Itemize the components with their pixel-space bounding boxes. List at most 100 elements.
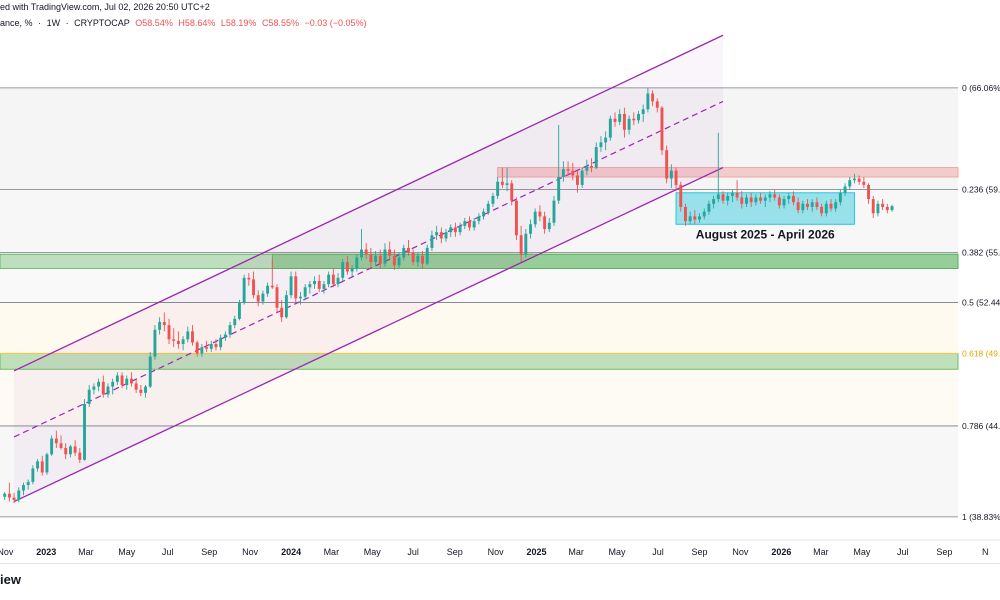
candle xyxy=(294,271,298,304)
fib-label: 0.618 (49.2 xyxy=(962,348,1000,358)
candle-body xyxy=(547,222,551,230)
candle-body xyxy=(411,252,415,263)
candle xyxy=(669,164,673,189)
candle xyxy=(660,106,664,155)
candle-body xyxy=(336,277,340,285)
candle xyxy=(181,336,185,351)
candle-body xyxy=(444,232,448,239)
candle-body xyxy=(22,485,25,491)
candle xyxy=(683,203,687,226)
candle xyxy=(604,131,608,151)
candle xyxy=(538,205,542,222)
candle xyxy=(777,194,781,209)
candle-body xyxy=(270,285,274,288)
fib-band xyxy=(0,353,958,426)
candle-body xyxy=(529,224,532,234)
candle xyxy=(87,384,91,408)
candle-body xyxy=(181,339,185,345)
candle xyxy=(618,109,622,126)
candle-body xyxy=(890,206,894,211)
candle xyxy=(674,167,678,192)
candle xyxy=(3,492,7,500)
candle xyxy=(655,98,659,113)
candle xyxy=(468,216,471,231)
candle-body xyxy=(45,454,49,473)
candle xyxy=(754,194,758,206)
candle xyxy=(22,482,25,496)
candle-body xyxy=(679,184,683,207)
candle xyxy=(862,177,866,189)
candle xyxy=(543,211,547,234)
candle-body xyxy=(637,114,640,121)
candle-body xyxy=(402,247,406,258)
candle-body xyxy=(97,381,101,387)
candle xyxy=(205,340,209,352)
candle-body xyxy=(655,101,659,108)
candle-body xyxy=(345,262,349,272)
candle-body xyxy=(632,118,636,121)
candle-body xyxy=(740,197,744,204)
candle xyxy=(214,339,218,351)
candle-body xyxy=(472,221,476,228)
symbol-name: ance, % xyxy=(0,18,33,28)
x-tick-label: May xyxy=(853,547,871,557)
candle-body xyxy=(801,203,805,211)
candle-body xyxy=(374,255,378,263)
candle xyxy=(191,325,194,346)
candle-body xyxy=(219,337,223,348)
x-tick-label: 2025 xyxy=(527,547,547,557)
candle-body xyxy=(59,443,63,448)
candle xyxy=(853,173,856,184)
candle xyxy=(453,222,457,237)
candle xyxy=(435,225,439,241)
candle-body xyxy=(862,181,866,185)
candle-body xyxy=(533,211,537,225)
candle xyxy=(688,211,692,225)
candle-body xyxy=(538,211,542,217)
candle xyxy=(374,251,378,266)
candle-body xyxy=(505,183,509,185)
candle xyxy=(740,191,744,209)
candle-body xyxy=(17,490,21,500)
close-value: C58.55% xyxy=(261,18,299,28)
candle-body xyxy=(3,493,7,497)
candle-body xyxy=(261,293,265,302)
candle-body xyxy=(571,170,575,176)
candle xyxy=(83,399,86,461)
x-tick-label: May xyxy=(609,547,627,557)
candle-body xyxy=(613,118,617,122)
tradingview-logo[interactable]: iew xyxy=(0,572,21,587)
candle-body xyxy=(759,197,763,201)
candle xyxy=(392,249,396,270)
candle xyxy=(125,375,129,390)
candle-body xyxy=(453,227,457,233)
candle xyxy=(144,384,147,398)
x-tick-label: Mar xyxy=(324,547,340,557)
candle-body xyxy=(78,452,82,460)
candle-body xyxy=(867,184,870,200)
candle-body xyxy=(275,287,279,308)
candle-body xyxy=(101,381,105,395)
fib-label: 0.236 (59.6 xyxy=(962,185,1000,195)
candle xyxy=(247,273,251,286)
candle-body xyxy=(378,255,382,264)
candle xyxy=(242,274,246,305)
candle xyxy=(815,197,819,211)
candle xyxy=(416,252,420,267)
candle xyxy=(637,110,640,124)
candle-body xyxy=(580,170,584,185)
candle-body xyxy=(162,321,166,326)
candle xyxy=(552,195,556,226)
candle xyxy=(759,192,763,204)
candle-body xyxy=(406,247,410,253)
candle-body xyxy=(430,235,434,248)
candle xyxy=(787,192,791,204)
candle-body xyxy=(83,403,86,460)
candle-body xyxy=(383,249,387,264)
candle-body xyxy=(853,178,856,181)
candle-body xyxy=(604,137,608,143)
x-tick-label: Mar xyxy=(568,547,584,557)
candle xyxy=(768,191,772,203)
candle-body xyxy=(439,232,443,239)
